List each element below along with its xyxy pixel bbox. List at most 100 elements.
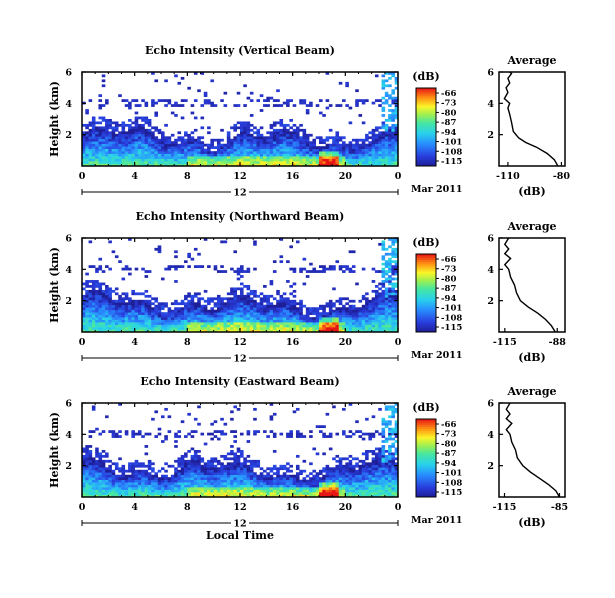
heatmap-cell [322,307,326,311]
heatmap-cell [187,292,191,296]
heatmap-cell [101,156,106,159]
heatmap-cell [384,247,389,251]
heatmap-cell [319,158,323,162]
heatmap-cell [381,322,386,325]
heatmap-cell [118,319,122,323]
heatmap-cell [203,299,208,303]
heatmap-cell [223,297,228,301]
heatmap-cell [263,299,267,303]
heatmap-cell [394,462,399,466]
heatmap-cell [220,469,224,473]
heatmap-cell [358,329,363,333]
heatmap-cell [108,148,112,152]
heatmap-cell [91,161,96,164]
heatmap-cell [105,469,109,473]
heatmap-cell [276,156,280,159]
heatmap-cell [98,104,103,107]
heatmap-cell [121,148,126,152]
heatmap-cell [190,459,195,463]
heatmap-cell [91,158,96,162]
heatmap-cell [388,289,392,293]
heatmap-cell [378,450,382,453]
heatmap-cell [342,457,346,461]
heatmap-cell [361,494,366,498]
heatmap-cell [233,143,238,147]
heatmap-cell [193,450,198,453]
heatmap-cell [394,114,399,117]
heatmap-cell [101,299,106,303]
heatmap-cell [345,457,349,461]
heatmap-cell [263,143,267,147]
heatmap-cell [332,153,336,157]
heatmap-cell [381,422,386,426]
heatmap-cell [180,457,185,461]
heatmap-cell [137,138,142,142]
heatmap-cell [207,151,211,154]
heatmap-cell [322,270,326,273]
heatmap-cell [394,322,399,325]
heatmap-cell [193,492,198,495]
heatmap-cell [305,104,310,107]
heatmap-cell [82,482,86,485]
heatmap-cell [384,489,389,493]
heatmap-cell [147,459,152,463]
heatmap-cell [82,329,86,333]
heatmap-cell [338,459,343,463]
heatmap-cell [249,329,254,333]
heatmap-cell [361,327,366,330]
heatmap-cell [95,307,99,311]
heatmap-cell [279,133,284,137]
heatmap-cell [131,469,135,473]
heatmap-cell [108,123,112,127]
heatmap-cell [236,136,241,140]
heatmap-cell [391,302,396,306]
heatmap-cell [157,314,162,318]
heatmap-cell [276,143,280,147]
heatmap-cell [193,329,198,333]
heatmap-cell [351,482,356,485]
heatmap-cell [151,467,155,471]
heatmap-cell [358,464,363,468]
heatmap-cell [259,109,264,112]
heatmap-cell [220,312,224,315]
colorbar-swatch [416,269,436,272]
heatmap-cell [236,294,241,298]
heatmap-cell [263,146,267,149]
heatmap-cell [388,454,392,458]
heatmap-cell [295,131,300,135]
heatmap-cell [108,482,112,485]
heatmap-cell [305,487,310,490]
heatmap-cell [177,430,182,433]
heatmap-cell [302,131,307,135]
heatmap-cell [384,472,389,476]
heatmap-cell [266,136,270,140]
heatmap-cell [226,474,231,478]
heatmap-cell [197,299,201,303]
heatmap-cell [180,494,185,498]
heatmap-cell [279,317,284,320]
heatmap-cell [233,123,238,127]
heatmap-cell [144,319,149,323]
heatmap-cell [154,247,159,251]
heatmap-cell [200,297,205,301]
heatmap-cell [305,111,310,115]
heatmap-cell [299,101,303,105]
heatmap-cell [368,477,372,480]
heatmap-cell [95,324,99,328]
heatmap-cell [312,317,317,320]
heatmap-cell [381,427,386,431]
heatmap-cell [355,484,359,488]
heatmap-cell [355,99,359,102]
colorbar-swatch [416,97,436,101]
heatmap-cell [295,156,300,159]
heatmap-cell [108,299,112,303]
heatmap-cell [266,477,270,480]
heatmap-cell [299,141,303,145]
heatmap-cell [157,250,162,254]
heatmap-cell [177,158,182,162]
heatmap-cell [394,324,399,328]
heatmap-cell [240,270,244,273]
heatmap-cell [124,319,129,323]
heatmap-cell [384,477,389,480]
heatmap-cell [388,487,392,490]
